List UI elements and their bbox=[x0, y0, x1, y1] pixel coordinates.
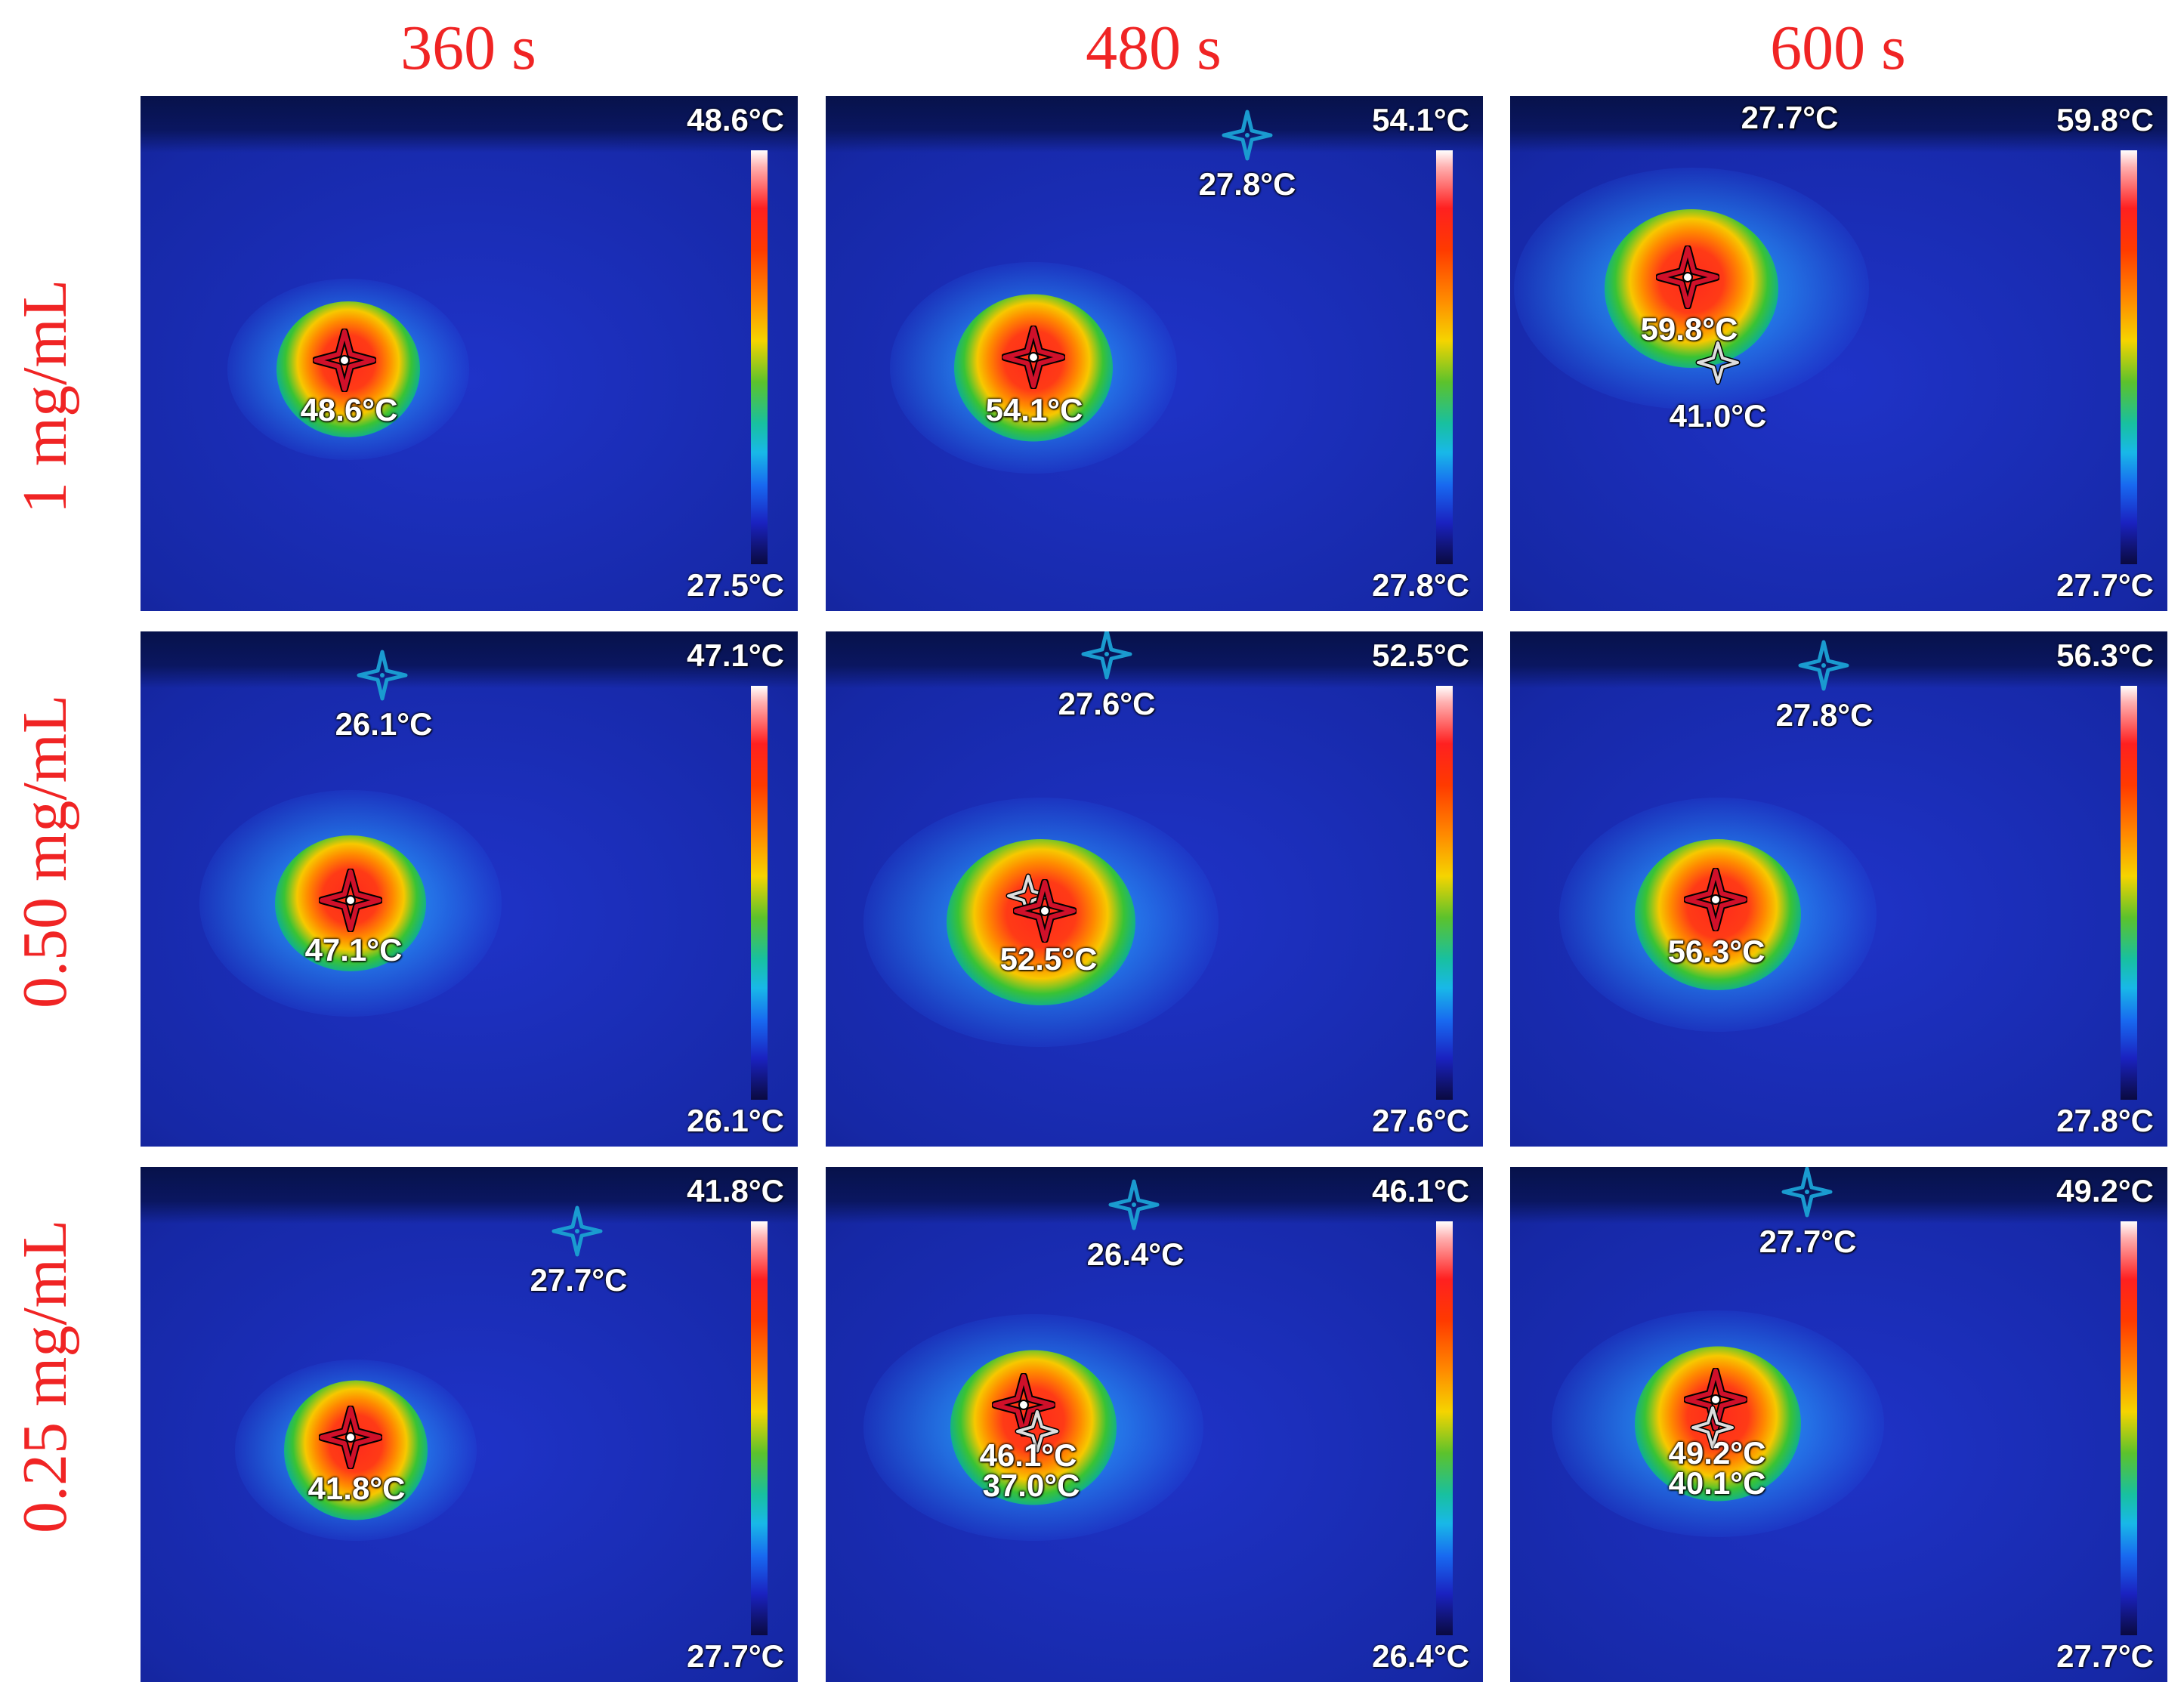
color-scale-bar bbox=[1436, 686, 1453, 1100]
panel-top-band bbox=[1510, 1167, 2167, 1224]
row-label-050mgml: 0.50 mg/mL bbox=[10, 694, 80, 1008]
min-temp-crosshair-icon bbox=[1080, 631, 1133, 681]
scale-min-label: 27.7°C bbox=[2056, 567, 2154, 603]
scale-min-label: 26.1°C bbox=[687, 1103, 784, 1138]
secondary-temp-label: 37.0°C bbox=[982, 1468, 1080, 1503]
hot-temp-label: 59.8°C bbox=[1640, 311, 1738, 347]
secondary-temp-label: 40.1°C bbox=[1668, 1465, 1766, 1501]
secondary-crosshair-icon bbox=[1695, 340, 1741, 385]
scale-min-label: 27.6°C bbox=[1372, 1103, 1469, 1138]
panel-top-band bbox=[826, 1167, 1483, 1224]
scale-min-label: 27.7°C bbox=[687, 1638, 784, 1674]
scale-max-label: 48.6°C bbox=[687, 102, 784, 137]
cold-temp-label: 27.7°C bbox=[530, 1262, 628, 1298]
scale-max-label: 59.8°C bbox=[2056, 102, 2154, 137]
column-header-600s: 600 s bbox=[1770, 13, 1906, 83]
thermal-panel-025mgml-480s: 26.4°C 46.1°C 37.0°C 46.1°C 26.4°C bbox=[826, 1167, 1483, 1682]
panel-top-band bbox=[1510, 631, 2167, 688]
max-temp-crosshair-icon bbox=[1013, 879, 1077, 943]
thermal-panel-1mgml-360s: 48.6°C 48.6°C 27.5°C bbox=[141, 96, 798, 611]
hot-temp-label: 52.5°C bbox=[999, 941, 1098, 977]
column-header-480s: 480 s bbox=[1086, 13, 1222, 83]
thermal-panel-1mgml-600s: 27.7°C 59.8°C 41.0°C 59.8°C 27.7°C bbox=[1510, 96, 2167, 611]
row-label-1mgml: 1 mg/mL bbox=[10, 279, 80, 514]
hot-temp-label: 47.1°C bbox=[304, 932, 403, 968]
cold-temp-label: 27.7°C bbox=[1759, 1224, 1857, 1259]
max-temp-crosshair-icon bbox=[1656, 245, 1719, 309]
max-temp-crosshair-icon bbox=[313, 329, 376, 392]
color-scale-bar bbox=[2121, 686, 2137, 1100]
max-temp-crosshair-icon bbox=[1002, 326, 1065, 389]
panel-top-band bbox=[826, 631, 1483, 688]
max-temp-crosshair-icon bbox=[319, 1406, 382, 1469]
color-scale-bar bbox=[751, 1221, 768, 1635]
hot-temp-label: 46.1°C bbox=[979, 1437, 1077, 1473]
scale-min-label: 26.4°C bbox=[1372, 1638, 1469, 1674]
row-label-025mgml: 0.25 mg/mL bbox=[10, 1219, 80, 1533]
color-scale-bar bbox=[751, 150, 768, 564]
min-temp-crosshair-icon bbox=[1797, 639, 1850, 692]
hot-temp-label: 56.3°C bbox=[1667, 934, 1765, 969]
column-header-360s: 360 s bbox=[400, 13, 536, 83]
thermal-panel-1mgml-480s: 27.8°C 54.1°C 54.1°C 27.8°C bbox=[826, 96, 1483, 611]
scale-min-label: 27.8°C bbox=[2056, 1103, 2154, 1138]
scale-max-label: 52.5°C bbox=[1372, 637, 1469, 673]
scale-max-label: 47.1°C bbox=[687, 637, 784, 673]
max-temp-crosshair-icon bbox=[1684, 868, 1747, 931]
scale-max-label: 46.1°C bbox=[1372, 1173, 1469, 1208]
cold-temp-label: 27.8°C bbox=[1198, 166, 1296, 202]
hot-temp-label: 41.8°C bbox=[307, 1471, 406, 1506]
max-temp-crosshair-icon bbox=[319, 869, 382, 932]
color-scale-bar bbox=[2121, 150, 2137, 564]
scale-min-label: 27.7°C bbox=[2056, 1638, 2154, 1674]
panel-top-band bbox=[826, 96, 1483, 153]
panel-top-band bbox=[1510, 96, 2167, 153]
secondary-temp-label: 41.0°C bbox=[1669, 398, 1767, 434]
color-scale-bar bbox=[2121, 1221, 2137, 1635]
thermal-panel-025mgml-360s: 27.7°C 41.8°C 41.8°C 27.7°C bbox=[141, 1167, 798, 1682]
min-temp-crosshair-icon bbox=[1107, 1178, 1160, 1231]
min-temp-crosshair-icon bbox=[356, 649, 409, 702]
min-temp-crosshair-icon bbox=[1781, 1167, 1833, 1218]
thermal-panel-050mgml-600s: 27.8°C 56.3°C 56.3°C 27.8°C bbox=[1510, 631, 2167, 1147]
color-scale-bar bbox=[751, 686, 768, 1100]
panel-top-band bbox=[141, 631, 798, 688]
scale-max-label: 54.1°C bbox=[1372, 102, 1469, 137]
heat-spot bbox=[954, 294, 1113, 442]
scale-min-label: 27.5°C bbox=[687, 567, 784, 603]
thermal-panel-050mgml-360s: 26.1°C 47.1°C 47.1°C 26.1°C bbox=[141, 631, 798, 1147]
thermal-panel-025mgml-600s: 27.7°C 49.2°C 40.1°C 49.2°C 27.7°C bbox=[1510, 1167, 2167, 1682]
cold-temp-label: 26.4°C bbox=[1086, 1236, 1185, 1272]
scale-min-label: 27.8°C bbox=[1372, 567, 1469, 603]
panel-top-band bbox=[141, 96, 798, 153]
cold-temp-label: 27.8°C bbox=[1775, 697, 1874, 733]
min-temp-crosshair-icon bbox=[1221, 109, 1274, 162]
min-temp-crosshair-icon bbox=[551, 1205, 604, 1258]
scale-max-label: 56.3°C bbox=[2056, 637, 2154, 673]
panel-top-band bbox=[141, 1167, 798, 1224]
color-scale-bar bbox=[1436, 150, 1453, 564]
hot-temp-label: 48.6°C bbox=[300, 392, 398, 428]
scale-max-label: 49.2°C bbox=[2056, 1173, 2154, 1208]
scale-max-label: 41.8°C bbox=[687, 1173, 784, 1208]
hot-temp-label: 49.2°C bbox=[1668, 1435, 1766, 1471]
color-scale-bar bbox=[1436, 1221, 1453, 1635]
thermal-panel-050mgml-480s: 27.6°C 52.5°C 52.5°C 27.6°C bbox=[826, 631, 1483, 1147]
hot-temp-label: 54.1°C bbox=[985, 392, 1083, 428]
cold-temp-label: 27.7°C bbox=[1741, 100, 1839, 135]
cold-temp-label: 27.6°C bbox=[1058, 686, 1156, 721]
cold-temp-label: 26.1°C bbox=[335, 706, 433, 742]
